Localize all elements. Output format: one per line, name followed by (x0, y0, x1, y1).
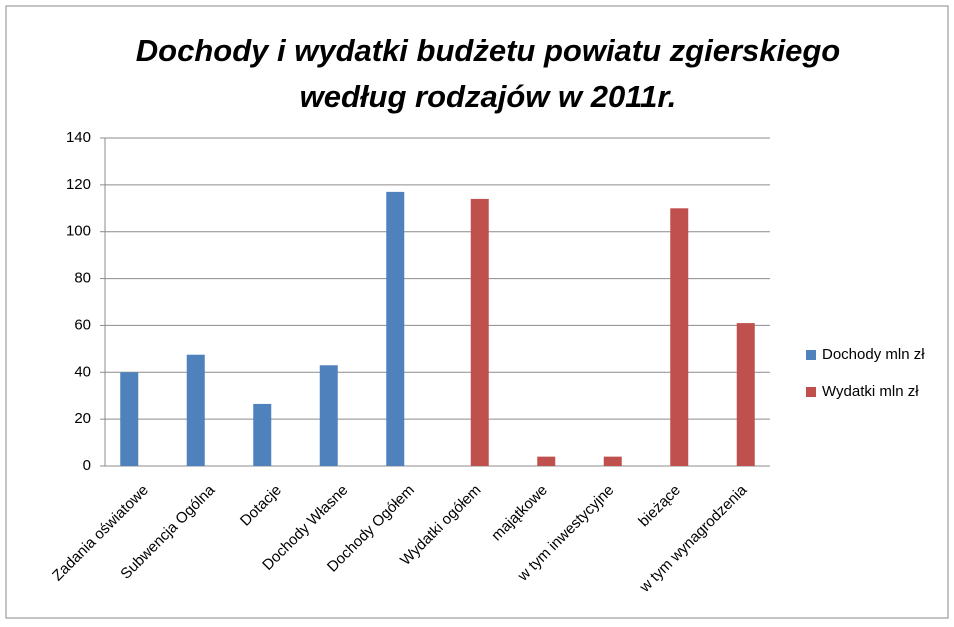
y-tick-label: 100 (66, 223, 91, 240)
x-tick-label: majątkowe (488, 482, 551, 545)
chart-title: Dochody i wydatki budżetu powiatu zgiers… (135, 33, 841, 114)
y-tick-label: 0 (83, 457, 91, 474)
y-tick-label: 40 (74, 363, 91, 380)
chart-border (5, 5, 949, 619)
legend-swatch (806, 350, 816, 360)
y-tick-label: 80 (74, 270, 91, 287)
y-tick-label: 140 (66, 129, 91, 146)
legend-label: Dochody mln zł (822, 346, 925, 363)
x-tick-label: Dotacje (237, 482, 285, 530)
bar (120, 372, 139, 466)
bar (186, 354, 205, 466)
bar (386, 191, 405, 466)
bar (670, 208, 689, 467)
bar (319, 365, 338, 466)
legend-label: Wydatki mln zł (822, 383, 919, 400)
bar (537, 456, 556, 466)
bar (470, 198, 489, 466)
y-tick-label: 120 (66, 176, 91, 193)
y-tick-label: 60 (74, 316, 91, 333)
x-tick-label: w tym wynagrodzenia (636, 481, 751, 596)
y-tick-label: 20 (74, 410, 91, 427)
x-tick-label: bieżące (635, 482, 684, 531)
bar (253, 403, 272, 466)
legend-swatch (806, 387, 816, 397)
bar (603, 456, 622, 466)
bar (736, 323, 755, 466)
